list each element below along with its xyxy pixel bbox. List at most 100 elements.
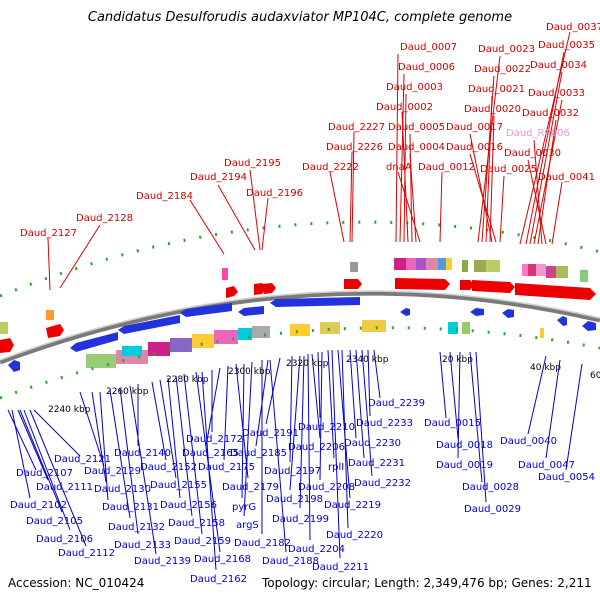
gene-label: Daud_2139 [134, 556, 191, 567]
gene-label: Daud_0017 [446, 122, 503, 133]
gene-label: Daud_2112 [58, 548, 115, 559]
gene-label: pyrG [232, 502, 256, 513]
gene-label: Daud_2220 [326, 530, 383, 541]
gene-label: Daud_2127 [20, 228, 77, 239]
gene-label: Daud_R0006 [506, 128, 570, 139]
gene-label: Daud_0033 [528, 88, 585, 99]
bottom-leaders [7, 349, 583, 571]
map-title: Candidatus Desulforudis audaxviator MP10… [87, 10, 513, 25]
gene-label: Daud_2191 [242, 428, 299, 439]
gene-label: Daud_2131 [102, 502, 159, 513]
gene-label: Daud_2194 [190, 172, 247, 183]
gene-label: Daud_2165 [182, 448, 239, 459]
forward-strand [0, 278, 596, 353]
gene-label: Daud_2230 [344, 438, 401, 449]
gene-label: Daud_2175 [198, 462, 255, 473]
tick-label: 40 kbp [530, 363, 561, 373]
gene-label: Daud_0003 [386, 82, 443, 93]
bottom-gene-labels: Daud_2121 Daud_2107 Daud_2111 Daud_2102 … [10, 398, 595, 585]
gene-label: Daud_0002 [376, 102, 433, 113]
genome-backbone [0, 290, 600, 365]
gene-label: Daud_0029 [464, 504, 521, 515]
gene-label: Daud_2219 [324, 500, 381, 511]
gene-label: Daud_2231 [348, 458, 405, 469]
gene-label: Daud_2168 [194, 554, 251, 565]
gene-label: Daud_2195 [224, 158, 281, 169]
gene-label: Daud_0035 [538, 40, 595, 51]
gene-label: Daud_0016 [446, 142, 503, 153]
genome-summary-text: Topology: circular; Length: 2,349,476 bp… [262, 576, 592, 590]
gene-label: Daud_2182 [234, 538, 291, 549]
gene-label: Daud_2211 [312, 562, 369, 573]
gene-label: Daud_2179 [222, 482, 279, 493]
tick-label: 2280 kbp [166, 375, 209, 385]
gene-label: Daud_0005 [388, 122, 445, 133]
gene-label: Daud_2129 [84, 466, 141, 477]
gene-label: Daud_2233 [356, 418, 413, 429]
gene-label: Daud_2232 [354, 478, 411, 489]
gene-label: Daud_2197 [264, 466, 321, 477]
gene-label: Daud_2188 [262, 556, 319, 567]
gene-label: Daud_0030 [504, 148, 561, 159]
gene-label: Daud_2184 [136, 191, 193, 202]
gene-label: Daud_2222 [302, 162, 359, 173]
tick-label: 2340 kbp [346, 355, 389, 365]
gene-label: Daud_2133 [114, 540, 171, 551]
gene-label: Daud_2210 [298, 422, 355, 433]
gene-label: Daud_0020 [464, 104, 521, 115]
gene-label: Daud_0023 [478, 44, 535, 55]
gene-label: Daud_0041 [538, 172, 595, 183]
gene-label: Daud_2199 [272, 514, 329, 525]
gene-label: Daud_0034 [530, 60, 587, 71]
gene-label: Daud_0019 [436, 460, 493, 471]
gene-label: Daud_0040 [500, 436, 557, 447]
top-leaders [47, 31, 571, 291]
gene-label: Daud_0021 [468, 84, 525, 95]
gene-label: Daud_2185 [230, 448, 287, 459]
gene-label: Daud_0012 [418, 162, 475, 173]
tick-label: 2300 kbp [228, 367, 271, 377]
gene-label: Daud_2172 [186, 434, 243, 445]
gene-label: Daud_2159 [174, 536, 231, 547]
gene-label: Daud_2107 [16, 468, 73, 479]
gene-label: Daud_2130 [94, 484, 151, 495]
top-gene-labels: Daud_2127 Daud_2128 Daud_2184 Daud_2194 … [20, 22, 600, 239]
gene-label: Daud_2196 [246, 188, 303, 199]
gene-label: Daud_0037 [546, 22, 600, 33]
gene-label: Daud_2158 [168, 518, 225, 529]
gene-label: Daud_2152 [140, 462, 197, 473]
accession-text: Accession: NC_010424 [8, 576, 145, 590]
tick-label: 20 kbp [442, 355, 473, 365]
gene-label: Daud_2128 [76, 213, 133, 224]
gene-label: argS [236, 520, 259, 531]
function-track-outer [222, 258, 588, 282]
gene-label: Daud_2105 [26, 516, 83, 527]
gene-label: Daud_0032 [522, 108, 579, 119]
tick-label: 2240 kbp [48, 405, 91, 415]
gene-label: Daud_0004 [388, 142, 445, 153]
gene-label: Daud_2204 [288, 544, 345, 555]
gene-label: Daud_2239 [368, 398, 425, 409]
gene-label: Daud_2111 [36, 482, 93, 493]
gene-label: Daud_2121 [54, 454, 111, 465]
gene-label: Daud_0015 [424, 418, 481, 429]
gene-label: Daud_2208 [298, 482, 355, 493]
gene-label: Daud_2140 [114, 448, 171, 459]
gene-label: Daud_2156 [160, 500, 217, 511]
tick-label: 2260 kbp [106, 387, 149, 397]
gene-label: Daud_2102 [10, 500, 67, 511]
gene-label: Daud_2206 [288, 442, 345, 453]
gene-label: Daud_0047 [518, 460, 575, 471]
gene-label: Daud_2155 [150, 480, 207, 491]
gene-label: Daud_0028 [462, 482, 519, 493]
gene-label: Daud_2132 [108, 522, 165, 533]
reverse-strand [8, 297, 596, 372]
gene-label: Daud_2162 [190, 574, 247, 585]
gene-label: Daud_0054 [538, 472, 595, 483]
tick-label: 60 kbp [590, 371, 600, 381]
gene-label: Daud_2106 [36, 534, 93, 545]
tick-label: 2320 kbp [286, 359, 329, 369]
gene-label: dnaA [386, 162, 412, 173]
genome-backbone-highlight [0, 290, 600, 361]
